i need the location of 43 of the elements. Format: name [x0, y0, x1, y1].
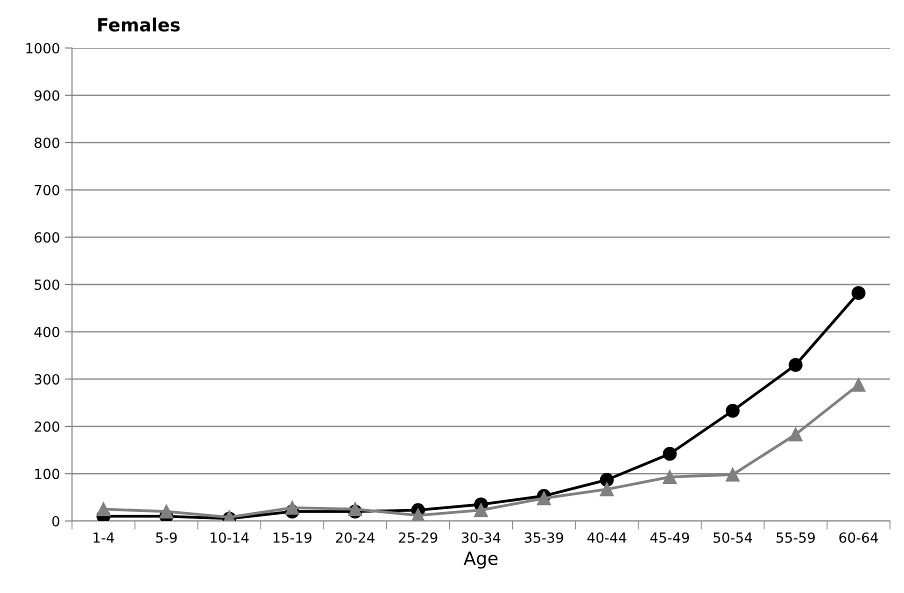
- x-tick-label: 20-24: [336, 532, 375, 543]
- chart-title: Females: [98, 18, 180, 32]
- point: [662, 470, 677, 484]
- point: [411, 508, 426, 521]
- x-tick-label: 45-49: [650, 532, 689, 543]
- y-tick-label: 900: [34, 90, 60, 101]
- point: [662, 446, 677, 461]
- point: [600, 482, 614, 496]
- x-tick-label: 15-19: [274, 532, 312, 543]
- point: [726, 404, 740, 418]
- x-tick-label: 1-4: [94, 532, 114, 543]
- point: [348, 502, 362, 516]
- y-tick-label: 700: [34, 184, 60, 196]
- y-tick-label: 600: [34, 232, 60, 243]
- y-tick-label: 100: [35, 468, 60, 480]
- x-axis-title: Age: [464, 552, 498, 569]
- y-tick-label: 200: [34, 421, 60, 432]
- y-tick-label: 300: [34, 374, 60, 385]
- point: [536, 491, 551, 506]
- point: [788, 358, 803, 372]
- point: [159, 504, 174, 518]
- y-tick-label: 1000: [26, 42, 60, 54]
- point: [600, 472, 614, 487]
- point: [726, 468, 740, 482]
- y-tick-label: 500: [34, 279, 60, 290]
- point: [852, 378, 866, 392]
- x-tick-label: 35-39: [524, 532, 564, 543]
- y-tick-label: 400: [34, 326, 60, 338]
- x-tick-label: 5-9: [156, 532, 177, 543]
- y-tick-label: 0: [52, 516, 60, 526]
- x-tick-label: 10-14: [210, 532, 249, 543]
- point: [285, 500, 300, 515]
- point: [788, 427, 803, 442]
- point: [474, 503, 488, 518]
- x-tick-label: 30-34: [462, 532, 500, 543]
- x-tick-label: 60-64: [839, 532, 878, 543]
- x-tick-label: 40-44: [587, 532, 626, 543]
- x-tick-label: 55-59: [776, 532, 815, 543]
- y-tick-label: 800: [34, 138, 60, 148]
- point: [852, 286, 866, 300]
- point: [96, 502, 110, 516]
- x-tick-label: 25-29: [398, 532, 438, 543]
- x-tick-label: 50-54: [714, 532, 752, 543]
